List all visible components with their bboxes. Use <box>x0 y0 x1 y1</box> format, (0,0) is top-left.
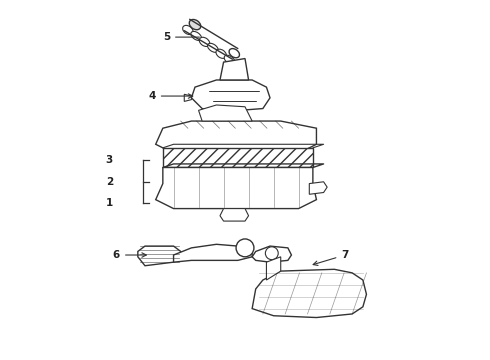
Ellipse shape <box>208 43 218 52</box>
Text: 2: 2 <box>106 177 113 187</box>
Ellipse shape <box>183 25 193 35</box>
Text: 7: 7 <box>313 250 349 265</box>
Text: 3: 3 <box>106 156 113 165</box>
Ellipse shape <box>224 55 235 64</box>
Polygon shape <box>252 269 367 318</box>
Polygon shape <box>138 246 181 266</box>
Text: 1: 1 <box>106 198 113 208</box>
Text: 6: 6 <box>113 250 147 260</box>
Ellipse shape <box>233 61 243 70</box>
Polygon shape <box>267 257 281 280</box>
Polygon shape <box>309 182 327 194</box>
Polygon shape <box>220 59 248 80</box>
Text: 4: 4 <box>148 91 193 101</box>
Polygon shape <box>156 167 317 208</box>
Polygon shape <box>173 244 252 262</box>
Polygon shape <box>198 105 252 121</box>
Ellipse shape <box>229 49 240 58</box>
Polygon shape <box>220 208 248 221</box>
FancyBboxPatch shape <box>163 148 313 167</box>
Polygon shape <box>192 80 270 112</box>
Polygon shape <box>156 121 317 153</box>
Ellipse shape <box>191 31 201 40</box>
Ellipse shape <box>216 49 226 58</box>
Polygon shape <box>184 94 192 102</box>
Circle shape <box>266 247 278 260</box>
Circle shape <box>236 239 254 257</box>
Ellipse shape <box>199 37 210 46</box>
Ellipse shape <box>189 19 201 30</box>
Text: 5: 5 <box>163 32 199 42</box>
Polygon shape <box>252 246 292 262</box>
